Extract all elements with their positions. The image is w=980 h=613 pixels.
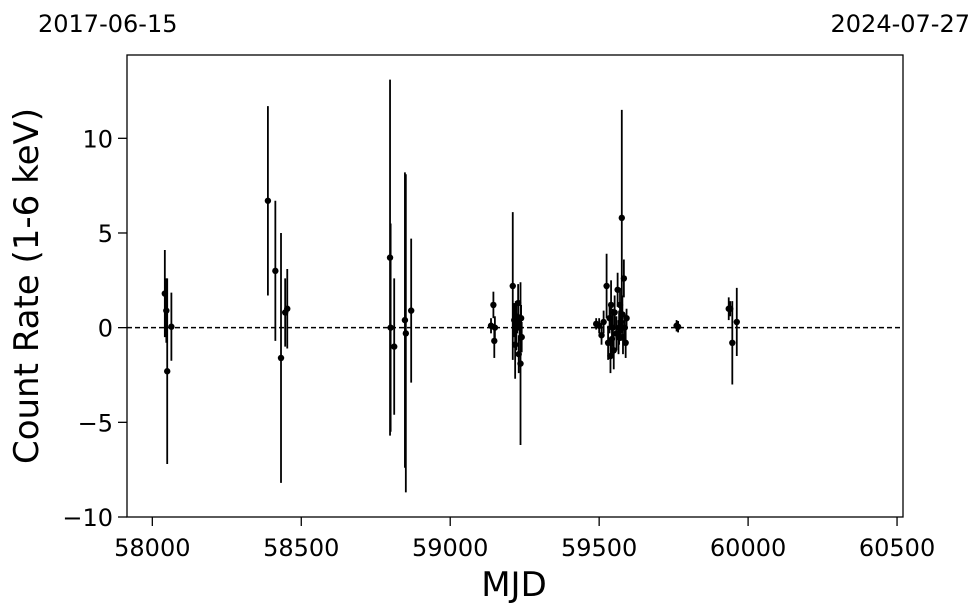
data-point bbox=[511, 341, 519, 348]
data-point bbox=[284, 305, 291, 312]
y-tick-label: −10 bbox=[62, 504, 113, 532]
x-tick-label: 58000 bbox=[114, 534, 190, 562]
data-point bbox=[611, 309, 618, 316]
y-tick-label: 0 bbox=[98, 315, 113, 343]
data-point bbox=[509, 282, 516, 290]
data-point bbox=[607, 301, 615, 309]
data-point bbox=[491, 337, 498, 345]
x-tick-label: 58500 bbox=[263, 534, 339, 562]
data-point bbox=[600, 318, 607, 326]
data-point bbox=[623, 314, 630, 322]
data-point bbox=[603, 282, 610, 290]
data-point bbox=[264, 197, 272, 204]
data-point bbox=[490, 301, 497, 309]
data-point bbox=[598, 332, 605, 339]
data-point bbox=[168, 323, 175, 330]
x-axis-title: MJD bbox=[481, 565, 547, 605]
y-axis-title: Count Rate (1-6 keV) bbox=[7, 108, 47, 464]
data-point bbox=[518, 333, 525, 341]
data-point bbox=[277, 354, 285, 362]
data-point bbox=[517, 360, 524, 367]
data-point bbox=[164, 368, 171, 375]
data-point bbox=[402, 330, 410, 337]
data-point bbox=[407, 307, 415, 314]
data-point bbox=[272, 267, 279, 275]
y-tick-label: −5 bbox=[78, 409, 113, 437]
x-tick-label: 59000 bbox=[412, 534, 488, 562]
x-tick-label: 60000 bbox=[710, 534, 786, 562]
data-point bbox=[491, 324, 499, 331]
x-tick-label: 59500 bbox=[561, 534, 637, 562]
data-point bbox=[674, 323, 682, 330]
x-axis: 58000 58500 59000 59500 60000 60500 bbox=[114, 517, 935, 562]
data-point bbox=[622, 339, 629, 347]
y-tick-label: 10 bbox=[82, 125, 113, 153]
start-date-label: 2017-06-15 bbox=[38, 10, 177, 38]
y-tick-label: 5 bbox=[98, 220, 113, 248]
end-date-label: 2024-07-27 bbox=[831, 10, 970, 38]
data-point bbox=[729, 339, 736, 347]
data-point bbox=[733, 318, 740, 326]
data-point bbox=[387, 324, 394, 331]
data-point bbox=[620, 275, 628, 282]
data-point bbox=[517, 314, 525, 322]
data-point bbox=[618, 214, 625, 222]
data-point bbox=[391, 343, 398, 350]
y-axis: −10 −5 0 5 10 bbox=[62, 125, 127, 532]
x-tick-label: 60500 bbox=[859, 534, 935, 562]
plot-frame bbox=[126, 54, 904, 518]
data-point bbox=[610, 347, 617, 354]
